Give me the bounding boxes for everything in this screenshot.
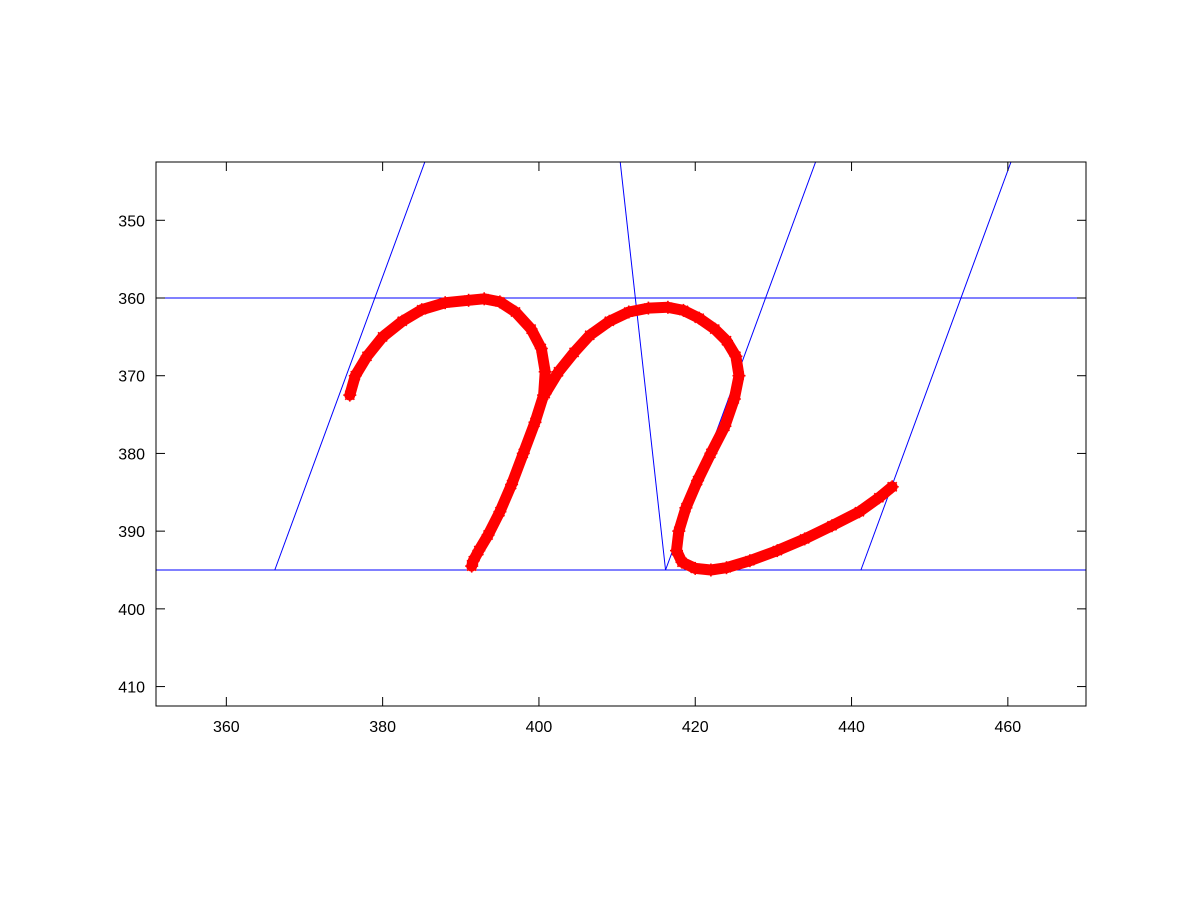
stroke-point <box>679 501 693 515</box>
x-tick-label: 360 <box>213 719 240 736</box>
stroke-point <box>538 365 552 379</box>
stroke-point <box>798 532 812 546</box>
y-tick-label: 390 <box>118 524 145 541</box>
x-tick-label: 440 <box>838 719 865 736</box>
stroke-point <box>729 349 743 363</box>
stroke-point <box>465 559 479 573</box>
guide-line-4 <box>619 162 667 571</box>
stroke-point <box>732 369 746 383</box>
x-axis-ticks: 360 380 400 420 440 460 <box>213 162 1021 736</box>
y-tick-label: 350 <box>118 213 145 230</box>
stroke-series-1 <box>343 292 552 573</box>
stroke-point <box>675 555 689 569</box>
x-tick-label: 460 <box>994 719 1021 736</box>
stroke-point <box>462 293 476 307</box>
stroke-point <box>481 528 495 542</box>
stroke-point <box>395 314 409 328</box>
stroke-point <box>534 342 548 355</box>
stroke-point <box>602 314 616 328</box>
stroke-series-2 <box>538 300 899 577</box>
stroke-point <box>493 295 507 309</box>
stroke-point <box>885 480 899 494</box>
stroke-point <box>727 392 741 406</box>
stroke-point <box>720 561 733 575</box>
stroke-point <box>622 305 636 319</box>
stroke-point <box>641 301 655 315</box>
stroke-point <box>538 387 552 401</box>
stroke-point <box>343 388 357 402</box>
y-tick-label: 400 <box>118 602 145 619</box>
axes-box <box>155 161 1087 707</box>
stroke-point <box>677 303 690 317</box>
y-tick-label: 410 <box>118 680 145 697</box>
stroke-point <box>583 328 597 342</box>
stroke-point <box>691 474 705 488</box>
stroke-point <box>670 544 683 558</box>
stroke-point <box>472 544 486 558</box>
stroke-point <box>704 563 718 577</box>
y-tick-label: 370 <box>118 369 145 386</box>
stroke-point <box>708 322 722 336</box>
stroke-point <box>438 296 452 310</box>
stroke-point <box>672 524 686 538</box>
stroke-point <box>505 478 519 491</box>
stroke-point <box>852 505 866 519</box>
stroke-point <box>720 334 733 348</box>
stroke-point <box>493 505 507 519</box>
stroke-point <box>552 365 565 379</box>
x-tick-label: 400 <box>526 719 553 736</box>
stroke-point <box>704 446 718 460</box>
y-tick-label: 380 <box>118 446 145 463</box>
x-tick-label: 380 <box>369 719 396 736</box>
stroke-point <box>825 519 839 533</box>
stroke-point <box>718 419 732 433</box>
plot-area <box>156 162 1086 706</box>
stroke-point <box>360 349 374 363</box>
stroke-point <box>567 345 581 359</box>
stroke-point <box>770 544 784 558</box>
stroke-point <box>509 305 522 319</box>
stroke-point <box>376 330 390 344</box>
stroke-point <box>477 292 491 306</box>
stroke-point <box>528 415 542 429</box>
stroke-point <box>872 491 886 505</box>
y-axis-ticks: 350 360 370 380 390 400 410 <box>118 213 1086 697</box>
stroke-point <box>516 446 530 460</box>
stroke-point <box>661 300 675 314</box>
stroke-point <box>415 303 429 317</box>
y-tick-label: 360 <box>118 291 145 308</box>
x-tick-label: 420 <box>682 719 709 736</box>
stroke-point <box>524 322 538 336</box>
stroke-point <box>692 311 706 325</box>
guide-line-6 <box>860 162 1012 571</box>
stroke-point <box>688 561 702 575</box>
handwriting-strokes <box>343 292 899 577</box>
axes <box>155 161 1087 707</box>
stroke-point <box>348 369 362 383</box>
stroke-point <box>743 554 757 568</box>
guide-line-3 <box>274 162 426 571</box>
